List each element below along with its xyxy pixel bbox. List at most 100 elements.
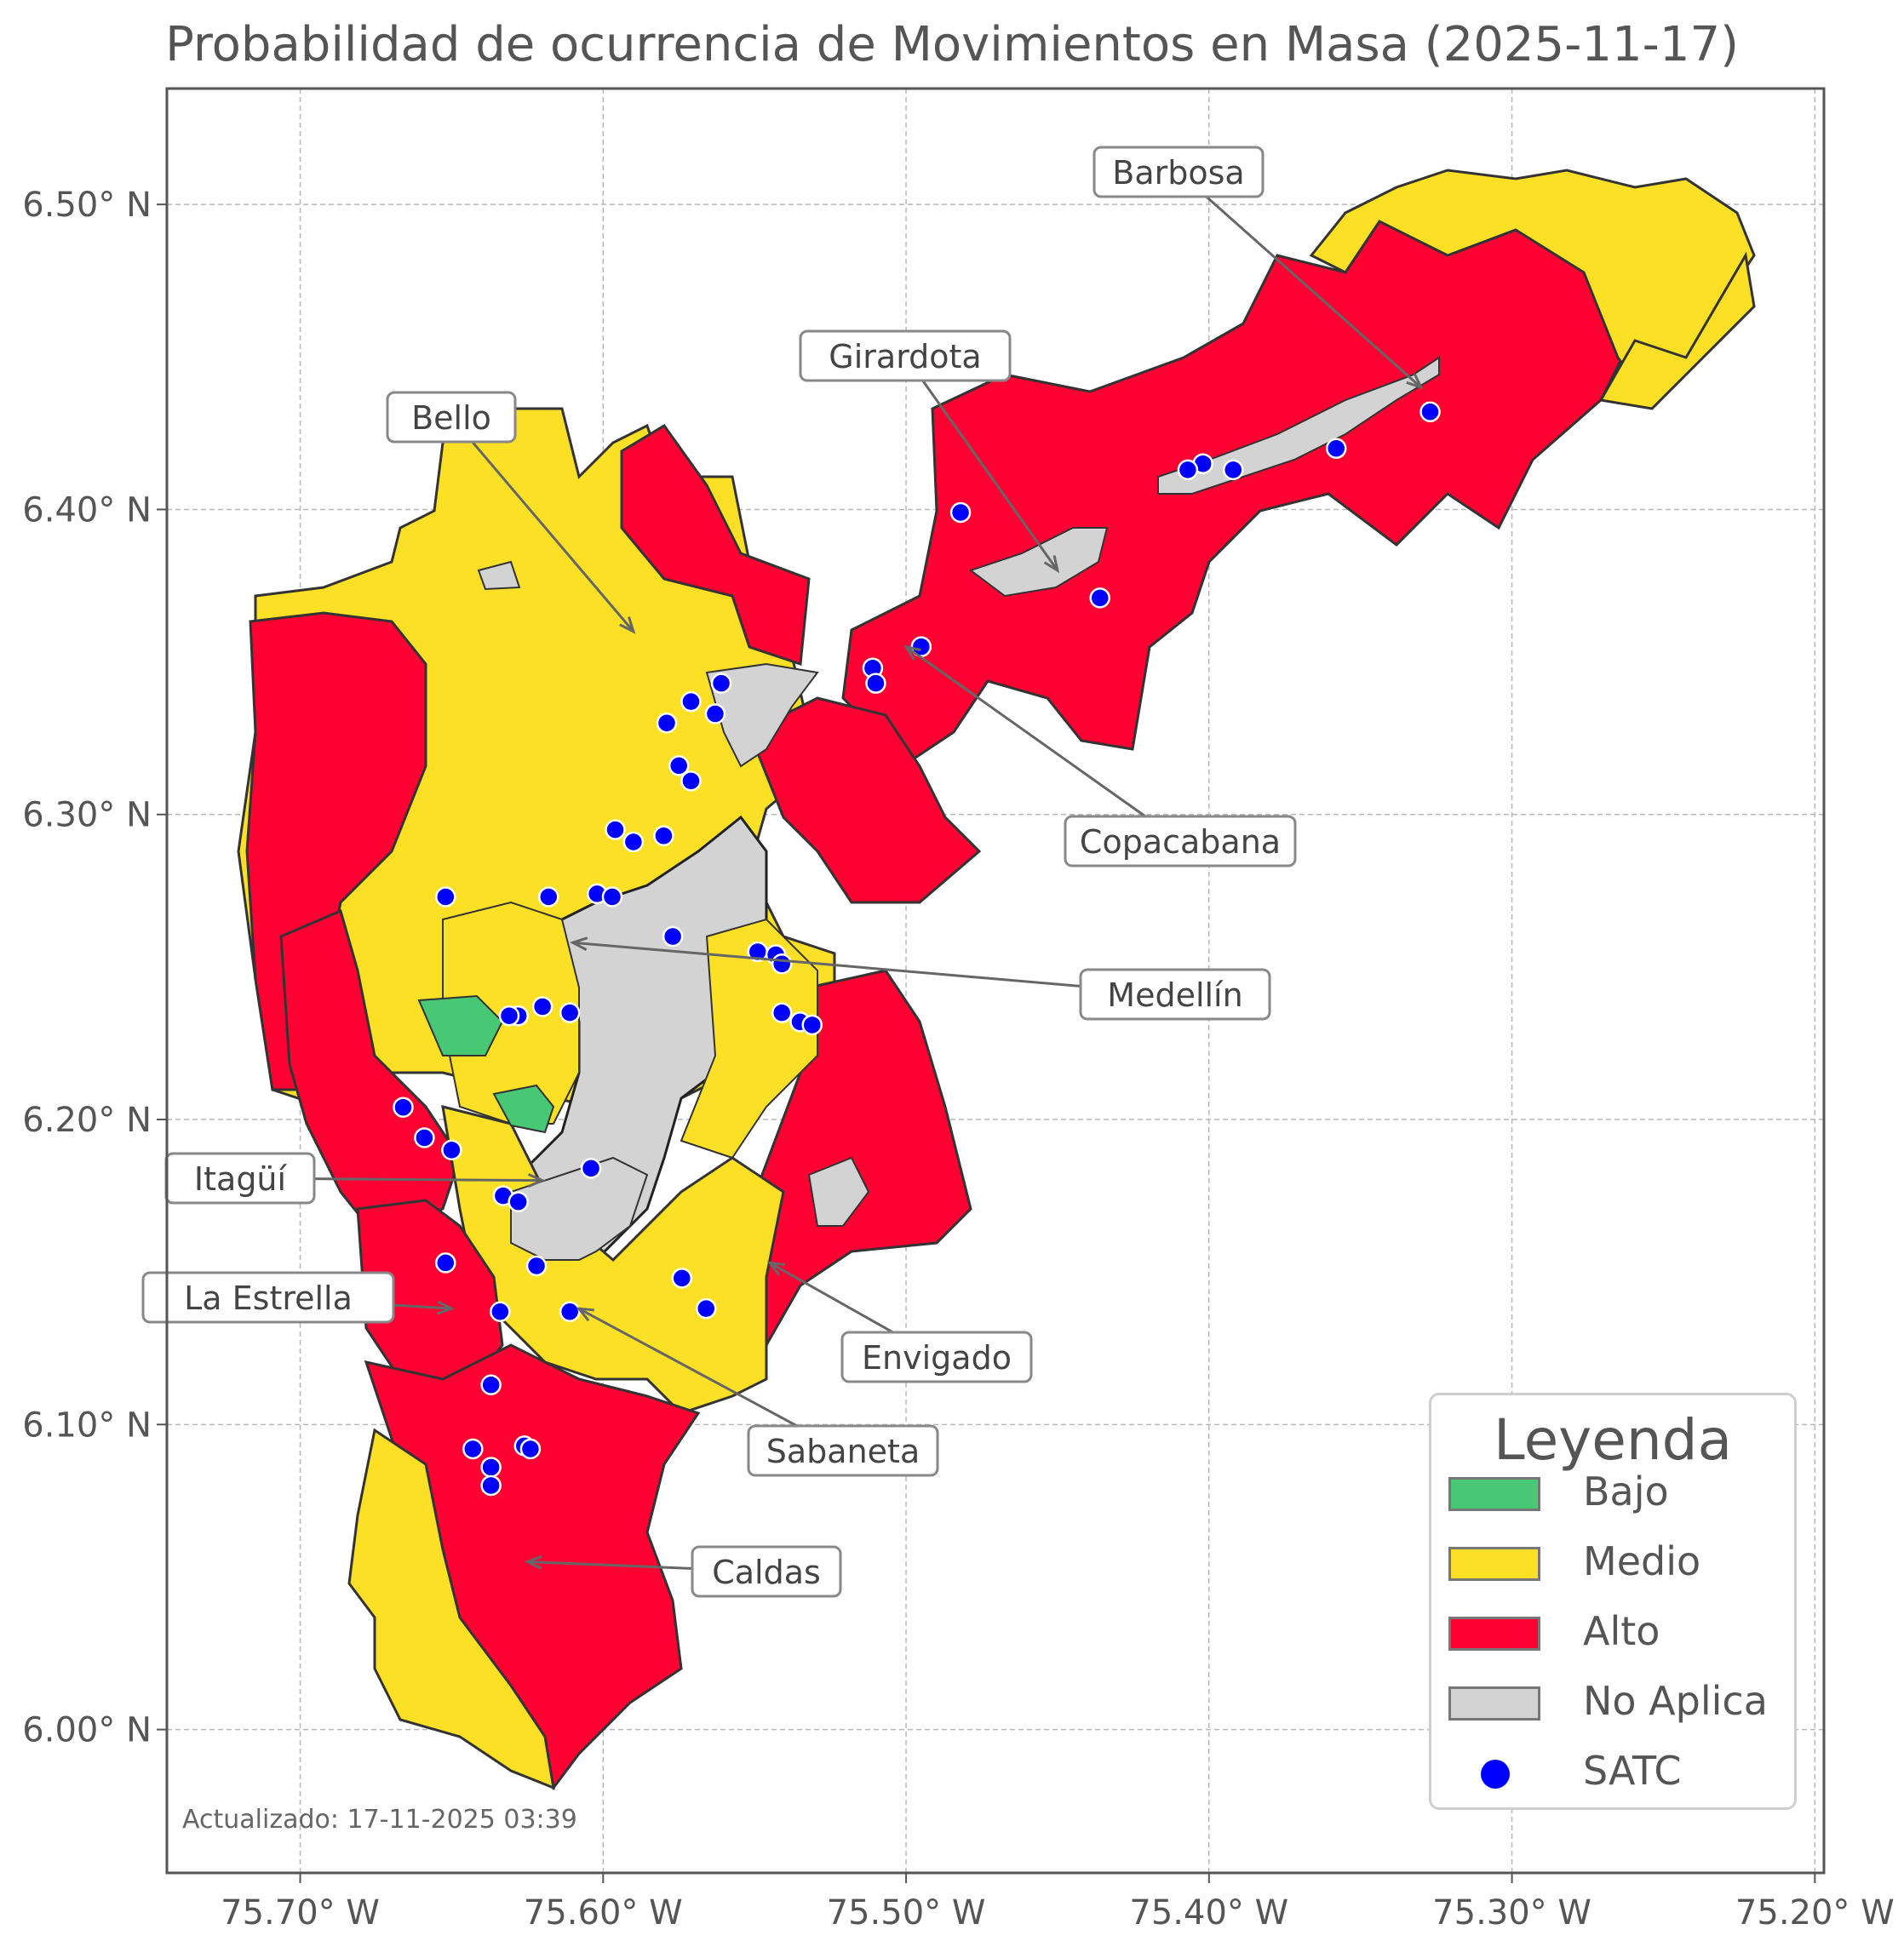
municipality-label: Caldas — [524, 1545, 842, 1598]
label-arrowhead — [436, 1300, 456, 1315]
plot-frame — [165, 87, 1826, 1875]
satc-point — [508, 1191, 529, 1213]
satc-point — [949, 501, 972, 524]
satc-point — [801, 1014, 823, 1036]
label-arrowhead — [527, 1173, 546, 1188]
map-title: Probabilidad de ocurrencia de Movimiento… — [165, 17, 1739, 72]
satc-point — [622, 831, 645, 853]
label-text: Itagüí — [194, 1160, 288, 1198]
region-east-alto — [748, 696, 982, 904]
updated-timestamp: Actualizado: 17-11-2025 03:39 — [182, 1805, 577, 1835]
satc-point — [490, 1301, 511, 1322]
x-tick-label: 75.70° W — [221, 1893, 380, 1932]
satc-point — [435, 886, 456, 908]
satc-point — [393, 1096, 414, 1118]
region-gray-girardota — [968, 527, 1109, 598]
satc-point — [1419, 401, 1441, 423]
municipality-label: Girardota — [799, 329, 1060, 574]
satc-point — [653, 825, 674, 847]
satc-point — [480, 1374, 502, 1395]
region-barbosa-east-medio — [1598, 251, 1756, 410]
label-text: Envigado — [862, 1339, 1012, 1377]
legend-swatch-no-aplica — [1448, 1686, 1540, 1721]
municipality-label: Bello — [386, 391, 636, 634]
x-tick-label: 75.50° W — [827, 1893, 986, 1932]
region-barbosa-alto — [841, 220, 1637, 769]
legend-item-medio: Medio — [1448, 1533, 1789, 1593]
satc-point — [531, 996, 553, 1017]
y-tick-label: 6.20° N — [22, 1101, 152, 1140]
region-south-medio — [441, 1104, 785, 1415]
label-arrow — [903, 355, 1059, 571]
legend-item-bajo: Bajo — [1448, 1463, 1789, 1523]
satc-point — [1325, 438, 1347, 460]
satc-point — [525, 1255, 548, 1277]
satc-point — [601, 886, 623, 908]
region-gray-copacabana — [705, 662, 819, 768]
region-metro-medio-east — [680, 918, 818, 1159]
x-tick-label: 75.40° W — [1129, 1893, 1288, 1932]
label-arrowhead — [569, 936, 588, 951]
satc-point — [480, 1457, 502, 1478]
region-medellin-urban — [509, 815, 768, 1262]
y-tick-label: 6.30° N — [22, 796, 152, 835]
label-text: Medellín — [1107, 976, 1242, 1014]
y-tick-label: 6.00° N — [22, 1711, 152, 1750]
label-arrowhead — [766, 1261, 786, 1276]
legend-item-no-aplica: No Aplica — [1448, 1673, 1789, 1732]
x-tick-label: 75.20° W — [1735, 1893, 1895, 1932]
y-tick-label: 6.50° N — [22, 186, 152, 225]
label-box — [747, 1424, 939, 1477]
satc-point — [462, 1438, 484, 1460]
satc-point — [480, 1474, 502, 1497]
label-text: La Estrella — [184, 1280, 353, 1317]
municipality-labels: Barbosa Girardota Bello Copacabana Medellín I… — [141, 146, 1424, 1598]
label-arrowhead — [524, 1555, 542, 1570]
satc-point — [710, 673, 732, 694]
satc-point — [414, 1127, 435, 1148]
region-polygons — [237, 169, 1756, 1790]
label-text: Copacabana — [1080, 823, 1281, 861]
axis-ticks: 75.70° W 75.60° W 75.50° W 75.40° W 75.30° W… — [22, 186, 1894, 1932]
legend-label-alto: Alto — [1583, 1608, 1660, 1654]
satc-point — [1089, 587, 1110, 609]
region-caldas-medio — [347, 1428, 555, 1790]
satc-point — [656, 712, 678, 734]
region-laestrella-alto — [356, 1199, 504, 1381]
satc-point — [771, 953, 793, 975]
label-box — [386, 391, 517, 444]
satc-point — [519, 1438, 542, 1460]
region-gray-bello — [477, 560, 521, 591]
satc-point — [498, 1005, 520, 1027]
municipality-label: Copacabana — [903, 644, 1297, 867]
legend-dot-satc — [1481, 1760, 1510, 1789]
y-tick-label: 6.40° N — [22, 490, 152, 530]
label-box — [691, 1545, 842, 1598]
satc-point — [680, 690, 702, 713]
municipality-label: Barbosa — [1093, 146, 1424, 390]
label-text: Barbosa — [1112, 154, 1244, 192]
region-west-alto-2 — [279, 908, 462, 1236]
label-box — [1064, 815, 1297, 867]
label-text: Girardota — [829, 338, 981, 375]
legend-swatch-medio — [1448, 1547, 1540, 1581]
label-text: Sabaneta — [766, 1433, 920, 1470]
satc-point — [704, 703, 726, 724]
municipality-label: Itagüí — [164, 1152, 546, 1205]
municipality-label: Envigado — [766, 1261, 1033, 1383]
legend-label-no-aplica: No Aplica — [1583, 1678, 1768, 1724]
satc-point — [559, 1002, 581, 1023]
region-bajo-1 — [417, 994, 504, 1056]
label-box — [1093, 146, 1265, 198]
legend-label-satc: SATC — [1583, 1748, 1682, 1794]
satc-point — [662, 925, 684, 948]
legend-label-bajo: Bajo — [1583, 1469, 1669, 1514]
region-bello-north-alto — [620, 424, 811, 667]
satc-point — [580, 1158, 602, 1179]
municipality-label: Sabaneta — [576, 1307, 939, 1477]
label-arrowhead — [1043, 555, 1060, 574]
label-arrowhead — [1406, 373, 1424, 390]
satc-point — [559, 1301, 581, 1322]
municipality-label: Medellín — [569, 936, 1271, 1021]
